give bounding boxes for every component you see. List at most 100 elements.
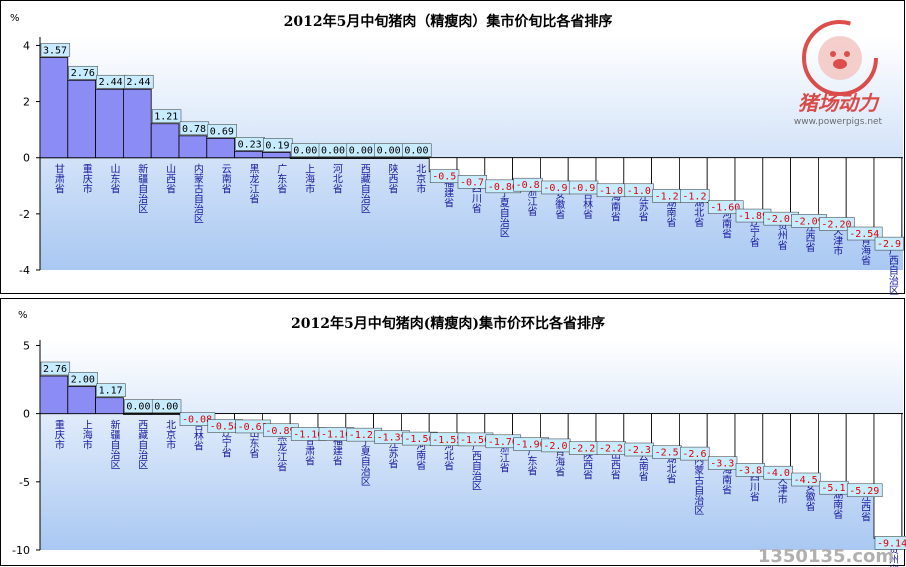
data-label-box-1 bbox=[40, 361, 71, 376]
category-label-25: 海南省 bbox=[720, 463, 732, 495]
chart-1-data-labels: 3.57 2.76 2.44 2.44 1.21 0.78 0.69 0.23 0.19 0.00… bbox=[40, 43, 905, 251]
category-label-23: 湖北省 bbox=[664, 454, 676, 485]
category-label-7: 云南省 bbox=[219, 164, 231, 195]
data-label-19: -2.0 bbox=[543, 441, 567, 452]
category-label-15: 河北省 bbox=[442, 441, 454, 472]
bar-12 bbox=[345, 157, 374, 159]
category-label-22: 云南省 bbox=[636, 451, 648, 482]
pig-snout-icon bbox=[833, 59, 847, 69]
category-label-1: 重庆市 bbox=[52, 418, 64, 450]
bar-29 bbox=[818, 157, 847, 220]
category-label-24: 湖北省 bbox=[692, 197, 704, 228]
data-label-5: 1.21 bbox=[154, 112, 178, 123]
category-label-5: 北京市 bbox=[164, 419, 176, 450]
bar-27 bbox=[762, 413, 791, 469]
data-label-25: -1.60 bbox=[710, 203, 740, 214]
bar-20 bbox=[567, 413, 597, 445]
bar-31 bbox=[873, 413, 903, 539]
category-label-1: 甘肃省 bbox=[52, 163, 64, 195]
data-label-2: 2.76 bbox=[71, 68, 95, 79]
category-label-14: 北京市 bbox=[414, 164, 426, 195]
bar-24 bbox=[679, 413, 708, 450]
category-label-27: 贵州省 bbox=[775, 219, 787, 251]
bar-11 bbox=[317, 157, 347, 159]
y-tick-label: -10 bbox=[12, 544, 30, 557]
category-label-24: 内蒙古自治区 bbox=[692, 454, 704, 515]
data-label-box-28 bbox=[791, 472, 821, 487]
data-label-box-31 bbox=[874, 236, 905, 251]
panel-chart-2: 2012年5月中旬猪肉(精瘦肉)集市价环比各省排序 % -10 -5 0 5 重庆市 上… bbox=[0, 298, 906, 567]
category-label-17: 浙江省 bbox=[497, 443, 509, 474]
data-label-box-27 bbox=[763, 465, 793, 480]
data-label-19: -0.9 bbox=[543, 183, 567, 194]
data-label-box-30 bbox=[846, 483, 883, 498]
bar-7 bbox=[206, 137, 236, 159]
data-label-28: -2.09 bbox=[794, 216, 824, 227]
y-tick-label: 2 bbox=[23, 96, 30, 109]
data-label-26: -3.8 bbox=[738, 465, 762, 476]
data-label-3: 1.17 bbox=[99, 386, 123, 397]
category-label-19: 青海省 bbox=[553, 446, 565, 478]
y-tick-label: -2 bbox=[19, 208, 30, 221]
data-label-11: -1.16 bbox=[321, 429, 351, 440]
data-label-16: -1.56 bbox=[460, 435, 490, 446]
data-label-6: -0.08 bbox=[182, 415, 212, 426]
category-label-23: 湖南省 bbox=[664, 197, 676, 228]
bar-26 bbox=[734, 413, 764, 466]
chart-1-unit: % bbox=[10, 13, 20, 24]
logo-text: 猪场动力 bbox=[798, 91, 880, 115]
data-label-31: -9.14 bbox=[877, 538, 906, 549]
bar-22 bbox=[623, 157, 652, 187]
data-label-18: -1.90 bbox=[516, 440, 546, 451]
data-label-box-5 bbox=[151, 109, 182, 123]
category-label-10: 甘肃省 bbox=[303, 434, 315, 466]
bar-9 bbox=[261, 151, 291, 159]
data-label-box-24 bbox=[680, 446, 710, 461]
data-label-7: -0.58 bbox=[210, 422, 240, 433]
y-tick-label: 0 bbox=[23, 152, 30, 165]
bar-31 bbox=[873, 157, 903, 240]
category-label-16: 四川省 bbox=[469, 183, 481, 214]
data-label-1: 3.57 bbox=[43, 45, 67, 56]
data-label-box-24 bbox=[680, 189, 710, 203]
category-label-4: 西藏自治区 bbox=[136, 420, 148, 470]
data-label-box-25 bbox=[707, 456, 738, 470]
bar-24 bbox=[679, 157, 708, 192]
data-label-12: 0.00 bbox=[349, 146, 373, 157]
category-label-26: 四川省 bbox=[747, 471, 759, 502]
data-label-21: -2.2 bbox=[599, 444, 623, 455]
data-label-24: -2.6 bbox=[682, 449, 706, 460]
category-label-17: 宁夏自治区 bbox=[497, 187, 509, 238]
category-label-21: 山西省 bbox=[608, 449, 620, 480]
bar-1 bbox=[39, 375, 69, 415]
bar-4 bbox=[123, 413, 152, 415]
category-label-22: 江苏省 bbox=[636, 192, 648, 223]
category-label-11: 福建省 bbox=[330, 434, 342, 466]
category-label-5: 山西省 bbox=[164, 164, 176, 195]
category-label-4: 新疆自治区 bbox=[136, 163, 148, 214]
data-label-7: 0.69 bbox=[210, 126, 234, 137]
data-label-30: -5.29 bbox=[849, 486, 879, 497]
data-label-15: -1.55 bbox=[432, 435, 462, 446]
corner-watermark: 1350135.com bbox=[758, 546, 894, 567]
bar-25 bbox=[706, 157, 736, 204]
chart-2-bars bbox=[39, 375, 903, 539]
data-label-24: -1.2 bbox=[682, 191, 706, 202]
bar-13 bbox=[373, 157, 402, 159]
data-label-9: -0.89 bbox=[265, 426, 295, 437]
data-label-4: 0.00 bbox=[126, 402, 150, 413]
category-label-8: 黑龙江省 bbox=[247, 164, 259, 205]
chart-2-title: 2012年5月中旬猪肉(精瘦肉)集市价环比各省排序 bbox=[291, 315, 605, 332]
category-label-9: 广东省 bbox=[275, 164, 287, 195]
data-label-17: -1.70 bbox=[488, 437, 518, 448]
data-label-box-4 bbox=[124, 74, 154, 89]
data-label-10: -1.16 bbox=[293, 429, 323, 440]
bar-28 bbox=[790, 157, 819, 217]
category-label-31: 广西自治区 bbox=[886, 245, 898, 295]
data-label-box-6 bbox=[179, 412, 216, 426]
bar-10 bbox=[289, 157, 319, 159]
data-label-25: -3.3 bbox=[710, 459, 734, 470]
data-label-16: -0.7 bbox=[460, 177, 484, 188]
data-label-1: 2.76 bbox=[43, 364, 67, 375]
data-label-11: 0.00 bbox=[321, 146, 345, 157]
